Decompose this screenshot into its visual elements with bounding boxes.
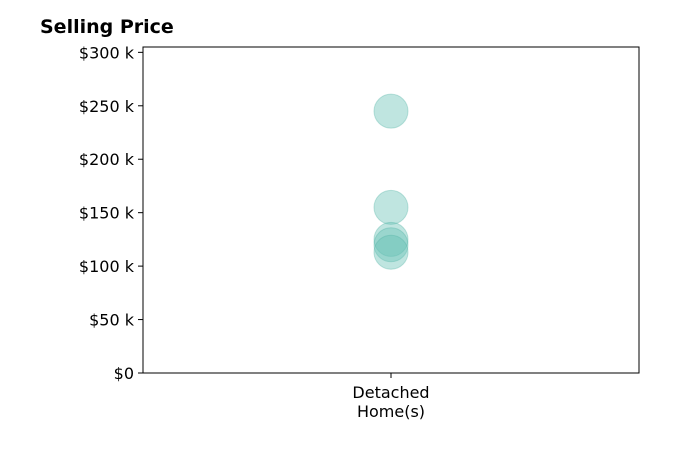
y-axis: $0 $50 k $100 k $150 k $200 k $250 k $300 k bbox=[79, 43, 143, 383]
plot-frame bbox=[142, 46, 640, 374]
data-point bbox=[373, 227, 409, 263]
data-point bbox=[373, 221, 409, 257]
data-point bbox=[373, 93, 409, 129]
data-points bbox=[373, 93, 409, 270]
chart-title: Selling Price bbox=[40, 16, 174, 38]
y-tick-label: $50 k bbox=[89, 311, 135, 330]
data-point bbox=[373, 189, 409, 225]
x-axis: Detached Home(s) bbox=[352, 373, 430, 421]
y-tick-label: $0 bbox=[114, 364, 134, 383]
y-tick-label: $200 k bbox=[79, 150, 135, 169]
y-tick-label: $250 k bbox=[79, 97, 135, 116]
data-point bbox=[373, 234, 409, 270]
x-tick-label: Detached Home(s) bbox=[352, 383, 429, 421]
y-tick-label: $150 k bbox=[79, 204, 135, 223]
y-tick-label: $100 k bbox=[79, 257, 135, 276]
y-tick-label: $300 k bbox=[79, 43, 135, 62]
